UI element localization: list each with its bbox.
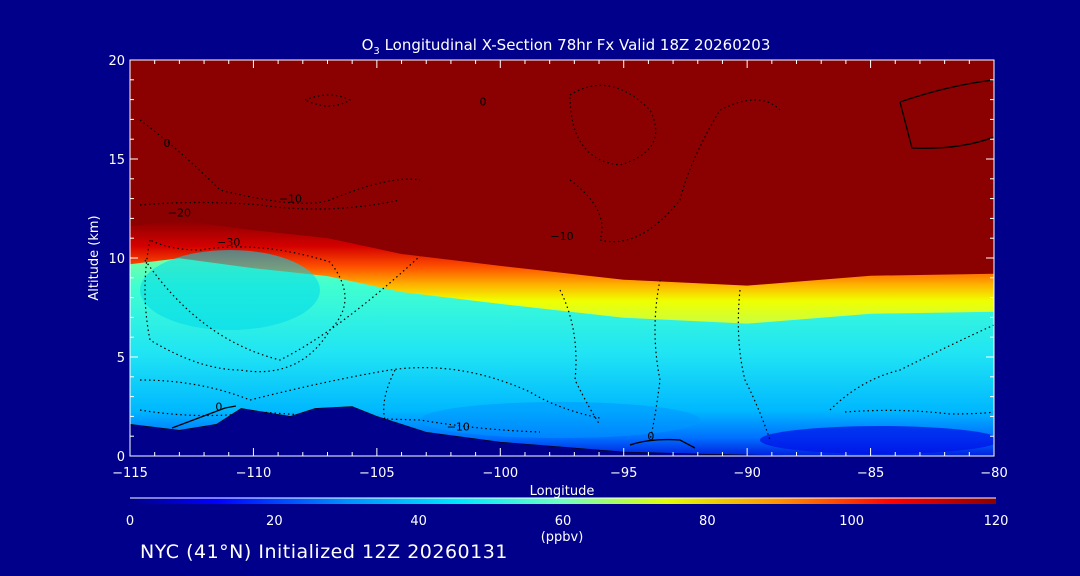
x-axis: −115 −110 −105 −100 −95 −90 −85 −80	[112, 60, 1008, 481]
contour-label: −30	[217, 236, 240, 249]
colorbar-tick-label: 120	[984, 514, 1009, 529]
y-tick-label: 10	[108, 252, 125, 267]
contour-label: −10	[447, 420, 470, 433]
contour-line	[649, 279, 661, 441]
x-tick-label: −80	[980, 466, 1007, 481]
contour-line	[629, 438, 696, 449]
y-axis-label: Altitude (km)	[87, 215, 102, 300]
contour-line	[829, 324, 994, 411]
y-tick-label: 20	[108, 54, 125, 69]
x-tick-label: −95	[610, 466, 637, 481]
contour-label: 0	[215, 400, 222, 413]
contour-labels: 0 0 −10 −20 −30 −10 −10 0 0	[164, 96, 655, 444]
chart-title: O3 Longitudinal X-Section 78hr Fx Valid …	[362, 36, 771, 57]
x-tick-label: −85	[857, 466, 884, 481]
colorbar-tick-label: 0	[126, 514, 134, 529]
x-tick-label: −90	[733, 466, 760, 481]
tropopause-gradient-band	[130, 220, 994, 324]
x-tick-label: −115	[112, 466, 148, 481]
contour-line	[171, 405, 237, 429]
solid-contours	[171, 79, 994, 449]
footer-init-info: NYC (41°N) Initialized 12Z 20260131	[140, 541, 508, 563]
y-tick-label: 15	[108, 153, 125, 168]
contour-line	[139, 119, 421, 204]
contour-line	[144, 255, 421, 361]
contour-label: −20	[168, 206, 191, 219]
contour-line	[899, 79, 994, 103]
terrain-mask	[130, 406, 994, 456]
contour-line	[303, 94, 352, 107]
colorbar-tick-label: 100	[839, 514, 864, 529]
contour-line	[737, 289, 771, 441]
y-axis: 0 5 10 15 20	[108, 54, 994, 465]
x-axis-label: Longitude	[530, 484, 595, 499]
contour-line	[559, 289, 601, 426]
contour-line	[844, 409, 994, 415]
contour-line	[569, 99, 781, 243]
x-tick-label: −100	[482, 466, 518, 481]
contour-line	[139, 367, 601, 419]
x-tick-label: −105	[359, 466, 395, 481]
contour-line	[899, 101, 994, 149]
troposphere-field	[130, 228, 994, 456]
y-tick-label: 0	[117, 450, 125, 465]
colorbar-ticks: 0 20 40 60 80 100 120	[126, 514, 1009, 529]
plot-area: 0 0 −10 −20 −30 −10 −10 0 0	[130, 60, 994, 456]
colorbar-tick-label: 60	[555, 514, 572, 529]
colorbar-tick-label: 20	[266, 514, 283, 529]
contour-label: −10	[550, 230, 573, 243]
x-tick-label: −110	[236, 466, 272, 481]
low-ozone-pocket	[140, 250, 320, 330]
colorbar	[130, 498, 996, 504]
contour-label: 0	[647, 430, 654, 443]
contour-label: 0	[480, 96, 487, 109]
colorbar-tick-label: 80	[699, 514, 716, 529]
contour-label: 0	[164, 137, 171, 150]
colorbar-units: (ppbv)	[541, 530, 584, 545]
contour-line	[383, 369, 396, 421]
contour-label: −10	[279, 193, 302, 206]
y-tick-label: 5	[117, 351, 125, 366]
low-ozone-pocket	[760, 426, 994, 454]
colorbar-tick-label: 40	[410, 514, 427, 529]
